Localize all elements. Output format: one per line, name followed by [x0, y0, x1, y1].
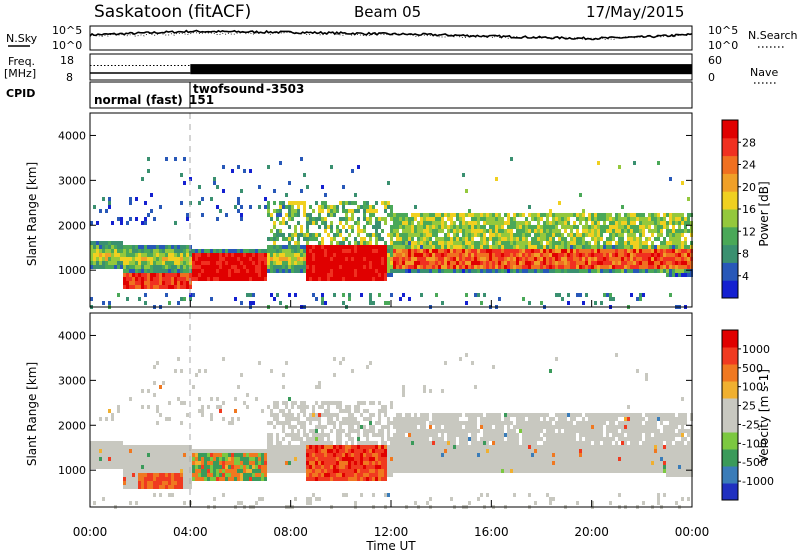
colorbar-swatch: [722, 364, 738, 382]
velocity-colorbar: 1000 500 100 25 -25 -100 -500 -1000: [721, 329, 774, 501]
colorbar-swatch: [722, 330, 738, 348]
cpid-frame: [89, 81, 693, 109]
colorbar-swatch: [722, 466, 738, 484]
noise-right-tick-top: 10^5: [708, 24, 738, 37]
colorbar-tick-label: 25: [742, 400, 756, 413]
noise-right-tick-bottom: 10^0: [708, 39, 738, 52]
velocity-heatmap: [90, 353, 693, 509]
x-tick-label: 04:00: [173, 525, 208, 539]
power-y-ticks: 4000 3000 2000 1000: [58, 129, 692, 277]
beam-title: Beam 05: [354, 3, 421, 21]
colorbar-swatch: [722, 137, 738, 157]
colorbar-swatch: [722, 226, 738, 246]
colorbar-tick-label: -100: [742, 437, 767, 450]
frequency-panel: 18 8 60 0: [60, 53, 722, 84]
x-tick-label: 12:00: [374, 525, 409, 539]
cpid-normal-label: normal (fast): [94, 93, 183, 107]
colorbar-swatch: [722, 381, 738, 399]
power-panel: 4000 3000 2000 1000 Slant Range [km]: [25, 112, 693, 309]
x-tick-label: 00:00: [73, 525, 108, 539]
x-tick-label: 16:00: [474, 525, 509, 539]
cpid-twofsound-id: -3503: [266, 82, 304, 96]
noise-series: [89, 29, 693, 41]
freq-label: Freq.: [8, 55, 35, 68]
x-tick-label: 08:00: [273, 525, 308, 539]
colorbar-swatch: [722, 432, 738, 450]
y-tick-label: 1000: [58, 464, 86, 477]
colorbar-swatch: [722, 244, 738, 263]
nsky-label: N.Sky: [6, 32, 38, 45]
freq-left-tick-bottom: 8: [66, 71, 73, 84]
colorbar-tick-label: 16: [742, 203, 756, 216]
colorbar-swatch: [722, 483, 738, 501]
colorbar-swatch: [722, 155, 738, 174]
power-heatmap: [90, 157, 693, 309]
power-ylabel: Slant Range [km]: [25, 162, 39, 266]
velocity-ylabel: Slant Range [km]: [25, 362, 39, 466]
nsky-series-line: [89, 29, 693, 41]
colorbar-swatch: [722, 398, 738, 416]
nsearch-series-line: [89, 31, 690, 41]
colorbar-tick-label: 500: [742, 362, 763, 375]
y-tick-label: 3000: [58, 174, 86, 187]
x-tick-label: 00:00: [675, 525, 710, 539]
y-tick-label: 3000: [58, 374, 86, 387]
noise-frame: [89, 25, 693, 51]
velocity-y-ticks: 4000 3000 2000 1000: [58, 329, 692, 477]
station-title: Saskatoon (fitACF): [94, 2, 251, 22]
colorbar-tick-label: 8: [742, 248, 749, 261]
colorbar-tick-label: -25: [742, 418, 760, 431]
velocity-colorbar-label: Velocity [m s-1]: [757, 369, 771, 463]
colorbar-tick-label: 100: [742, 381, 763, 394]
freq-unit-label: [MHz]: [4, 67, 36, 80]
colorbar-tick-label: 28: [742, 136, 756, 149]
colorbar-tick-label: 20: [742, 181, 756, 194]
nave-right-tick-bottom: 0: [708, 71, 715, 84]
colorbar-tick-label: 1000: [742, 343, 770, 356]
freq-series-band-twofsound: [190, 64, 693, 75]
nsearch-label: N.Search: [748, 29, 798, 42]
y-tick-label: 2000: [58, 219, 86, 232]
y-tick-label: 4000: [58, 329, 86, 342]
colorbar-swatch: [722, 173, 738, 192]
noise-panel: 10^5 10^0 10^5 10^0: [52, 24, 738, 52]
colorbar-swatch: [722, 347, 738, 365]
y-tick-label: 2000: [58, 419, 86, 432]
noise-left-tick-top: 10^5: [52, 24, 82, 37]
y-tick-label: 1000: [58, 264, 86, 277]
y-tick-label: 4000: [58, 129, 86, 142]
colorbar-swatch: [722, 415, 738, 433]
colorbar-swatch: [722, 209, 738, 228]
colorbar-swatch: [722, 191, 738, 210]
colorbar-tick-label: 24: [742, 159, 756, 172]
cpid-normal-id: 151: [189, 93, 214, 107]
colorbar-tick-label: 12: [742, 225, 756, 238]
time-xlabel: Time UT: [365, 539, 416, 553]
colorbar-swatch: [722, 262, 738, 281]
power-colorbar-label: Power [dB]: [757, 181, 771, 246]
colorbar-tick-label: -500: [742, 456, 767, 469]
date-title: 17/May/2015: [586, 3, 684, 21]
nave-label: Nave: [750, 66, 778, 79]
cpid-panel: normal (fast) 151 twofsound -3503: [89, 81, 693, 109]
colorbar-swatch: [722, 120, 738, 139]
noise-left-tick-bottom: 10^0: [52, 39, 82, 52]
colorbar-tick-label: 4: [742, 270, 749, 283]
colorbar-tick-label: -1000: [742, 475, 774, 488]
colorbar-swatch: [722, 449, 738, 467]
colorbar-frame: [721, 329, 739, 501]
nave-right-tick-top: 60: [708, 54, 722, 67]
freq-left-tick-top: 18: [60, 54, 74, 67]
power-colorbar: 28 24 20 16 12 8 4: [721, 119, 756, 299]
colorbar-swatch: [722, 280, 738, 299]
frequency-series: [90, 64, 693, 75]
x-tick-label: 20:00: [574, 525, 609, 539]
cpid-label: CPID: [6, 87, 35, 100]
time-x-ticks: 00:00 04:00 08:00 12:00 16:00 20:00 00:00: [73, 300, 710, 539]
cpid-twofsound-label: twofsound: [193, 82, 264, 96]
